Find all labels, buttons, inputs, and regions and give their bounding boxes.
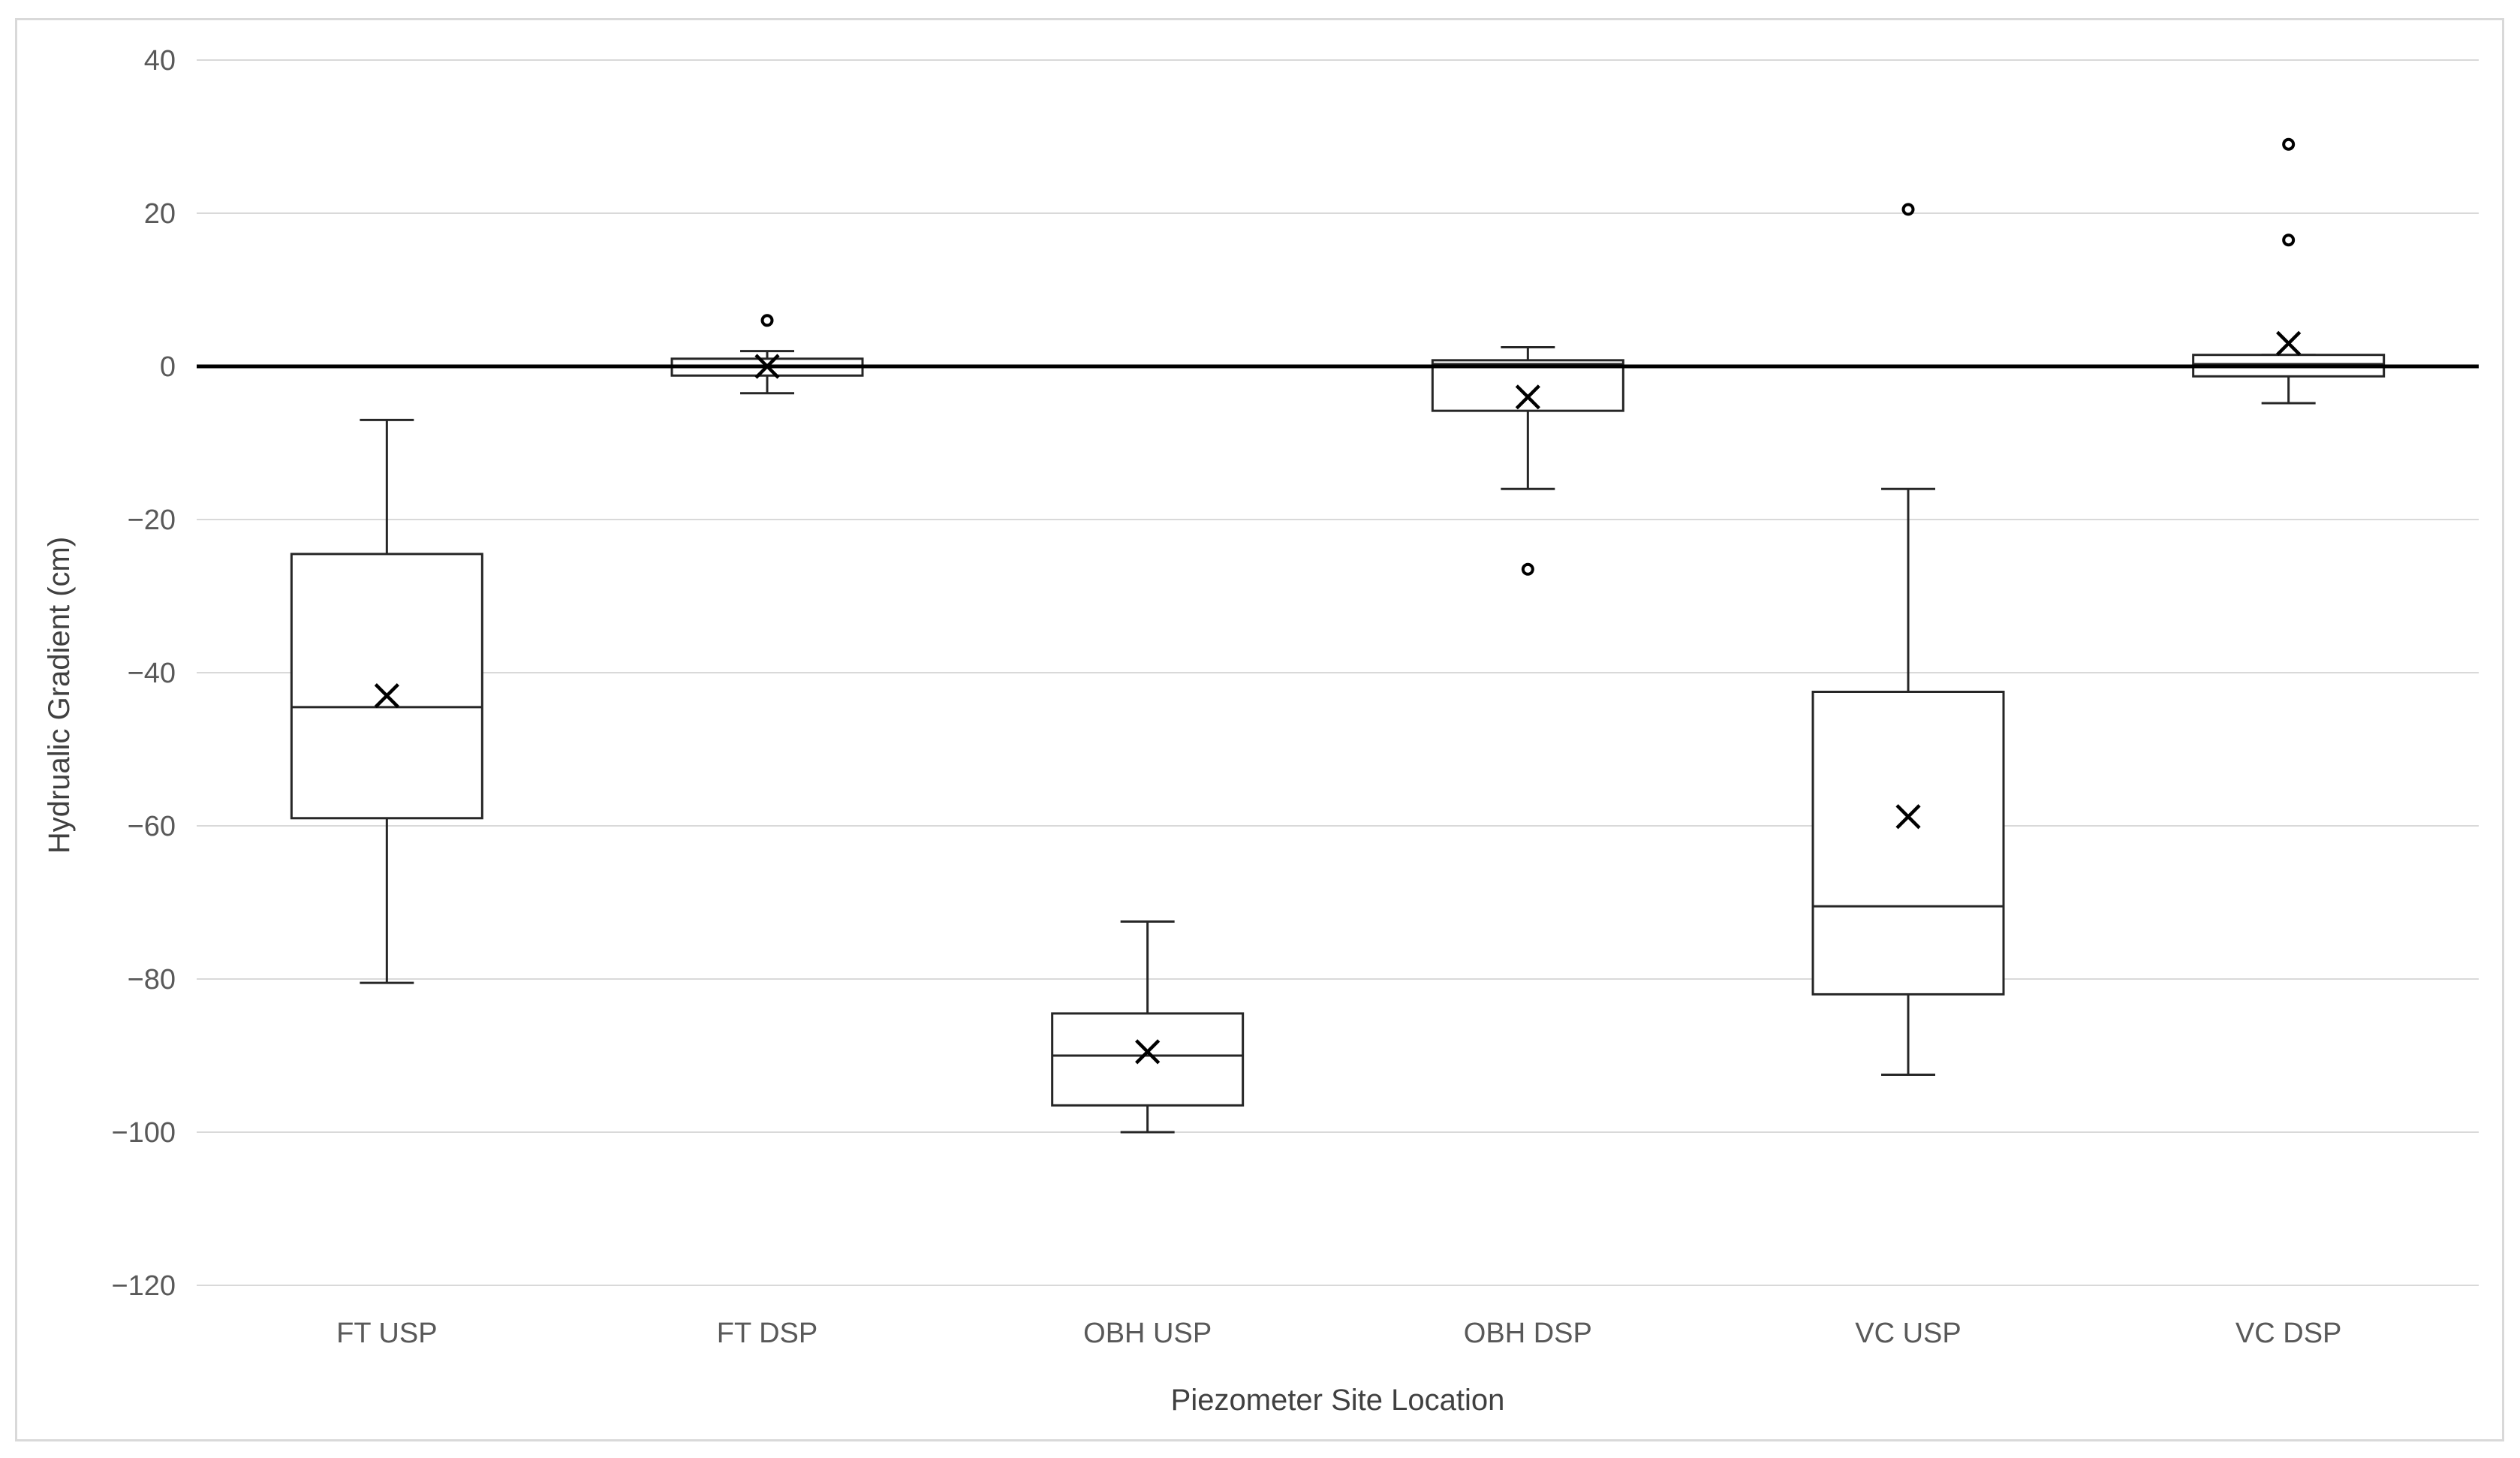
x-tick-label: VC DSP — [2235, 1318, 2341, 1349]
y-tick-label: −20 — [128, 505, 176, 536]
y-tick-label: −40 — [128, 658, 176, 689]
mean-marker — [1515, 384, 1540, 410]
x-tick-label: OBH USP — [1083, 1318, 1212, 1349]
box-group — [1051, 920, 1245, 1134]
outlier-point — [1521, 562, 1534, 576]
x-axis-ticks: FT USP FT DSP OBH USP OBH DSP VC USP VC DSP — [336, 1318, 2341, 1349]
outlier-point — [2282, 233, 2296, 247]
y-tick-label: −120 — [111, 1270, 176, 1302]
mean-marker-stroke — [374, 683, 399, 709]
mean-marker — [1135, 1039, 1161, 1065]
y-tick-label: −60 — [128, 811, 176, 842]
iqr-box — [1051, 1012, 1245, 1107]
x-tick-label: OBH DSP — [1464, 1318, 1592, 1349]
mean-marker-stroke — [2276, 330, 2302, 356]
iqr-box — [1431, 359, 1624, 412]
x-axis-title: Piezometer Site Location — [1171, 1384, 1505, 1417]
y-axis-title: Hydrualic Gradient (cm) — [43, 537, 76, 854]
y-axis-ticks: 40 20 0 −20 −40 −60 −80 −100 −120 — [111, 45, 176, 1302]
mean-marker — [374, 683, 399, 709]
x-tick-label: VC USP — [1855, 1318, 1961, 1349]
x-tick-label: FT USP — [336, 1318, 437, 1349]
mean-marker — [2276, 330, 2302, 356]
outlier-point — [2282, 137, 2296, 151]
y-tick-label: 0 — [160, 351, 176, 383]
iqr-box — [1811, 691, 2005, 996]
box-group — [2192, 137, 2386, 405]
x-tick-label: FT DSP — [717, 1318, 817, 1349]
y-tick-label: 20 — [144, 198, 176, 230]
box-group — [670, 314, 864, 395]
y-tick-label: −100 — [111, 1117, 176, 1149]
mean-marker — [1895, 804, 1921, 830]
mean-marker-stroke — [1895, 804, 1921, 830]
box-series — [290, 137, 2386, 1134]
outlier-point — [1901, 203, 1915, 216]
outlier-point — [760, 314, 774, 327]
iqr-box — [290, 553, 483, 820]
mean-marker-stroke — [1515, 384, 1540, 410]
y-tick-label: −80 — [128, 964, 176, 996]
box-group — [1811, 203, 2005, 1076]
gridlines — [197, 59, 2479, 1286]
mean-marker-stroke — [1135, 1039, 1161, 1065]
y-tick-label: 40 — [144, 45, 176, 77]
box-group — [290, 418, 483, 984]
box-group — [1431, 346, 1624, 576]
